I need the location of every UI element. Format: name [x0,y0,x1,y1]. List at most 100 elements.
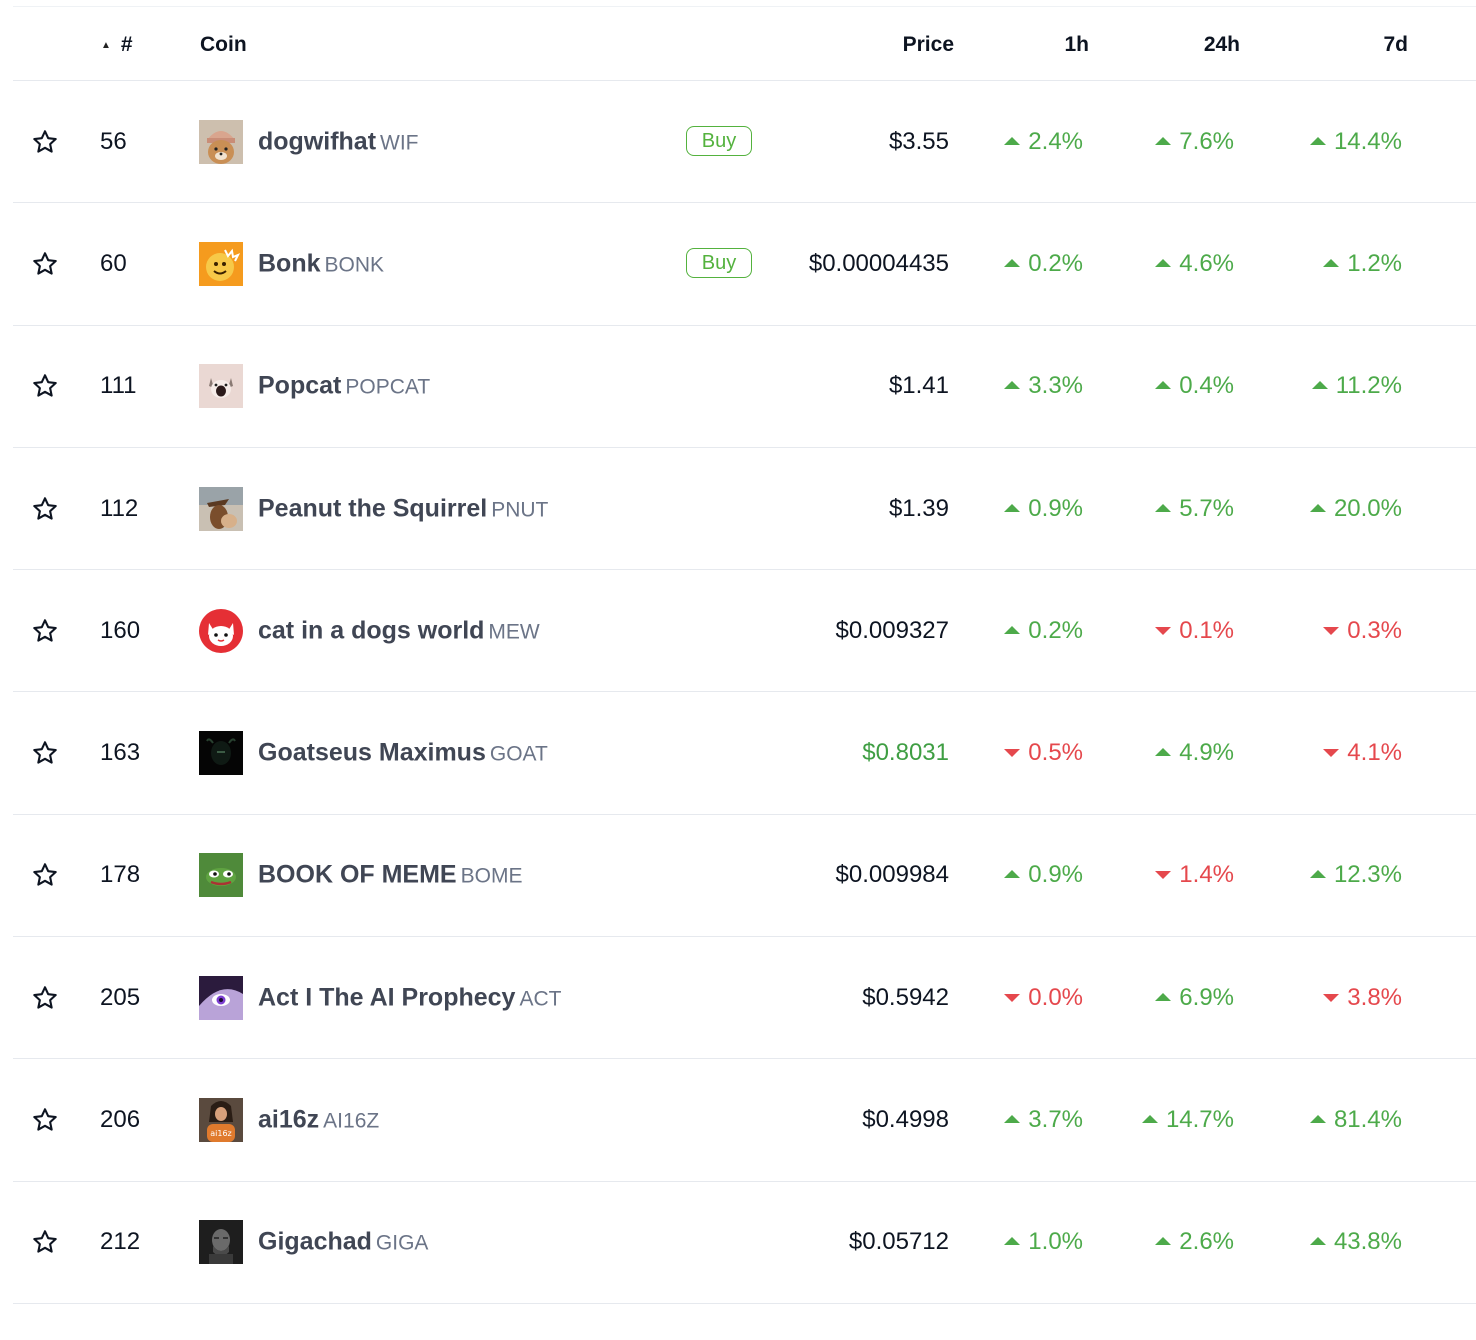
table-row[interactable]: 56 dogwifhat WIF Buy $3.55 2.4% 7.6% 14.4… [13,81,1476,204]
header-price[interactable]: Price [902,33,954,56]
star-icon[interactable] [31,372,59,400]
coin-link[interactable]: BOOK OF MEME BOME [258,861,522,890]
caret-down-icon [1004,749,1021,758]
rank-number: 112 [100,494,139,522]
change-24h: 6.9% [1155,984,1234,1012]
caret-up-icon [1004,258,1021,267]
change-7d-value: 43.8% [1333,1228,1402,1256]
star-icon[interactable] [31,1228,59,1256]
change-24h: 4.9% [1155,739,1234,767]
change-1h: 3.3% [1004,372,1083,400]
svg-text:ai16z: ai16z [210,1129,232,1138]
change-1h: 3.7% [1004,1106,1083,1134]
coin-price: $3.55 [888,127,949,155]
change-24h: 1.4% [1155,861,1234,889]
star-icon[interactable] [31,861,59,889]
change-7d-value: 4.1% [1347,739,1402,767]
change-7d: 1.2% [1323,250,1402,278]
table-row[interactable]: 163 Goatseus Maximus GOAT $0.8031 0.5% 4.… [13,692,1476,815]
coin-link[interactable]: dogwifhat WIF [258,127,419,156]
buy-button[interactable]: Buy [686,125,752,156]
table-row[interactable]: 205 Act I The AI Prophecy ACT $0.5942 0.0… [13,937,1476,1060]
change-24h: 7.6% [1155,128,1234,156]
bome-logo [199,853,243,898]
star-icon[interactable] [31,1106,59,1134]
header-coin[interactable]: Coin [200,33,247,56]
coin-symbol: ACT [519,987,562,1011]
coin-symbol: PNUT [491,498,549,522]
coin-link[interactable]: ai16z AI16Z [258,1106,379,1135]
coin-link[interactable]: Goatseus Maximus GOAT [258,739,548,768]
change-7d-value: 14.4% [1333,127,1402,155]
rank-number: 205 [100,983,141,1011]
table-row[interactable]: 160 cat in a dogs world MEW $0.009327 0.2… [13,570,1476,693]
change-24h-value: 14.7% [1165,1106,1234,1134]
header-24h[interactable]: 24h [1203,33,1240,56]
coin-price: $0.009984 [835,861,949,889]
coin-name: Peanut the Squirrel [258,494,488,523]
change-7d-value: 11.2% [1335,372,1402,400]
caret-up-icon [1155,258,1172,267]
coin-link[interactable]: Peanut the Squirrel PNUT [258,494,548,523]
caret-up-icon [1004,136,1021,145]
header-rank[interactable]: ▲ # [101,33,161,57]
coin-price: $0.4998 [862,1106,949,1134]
coin-link[interactable]: Bonk BONK [258,249,384,278]
header-rank-label: # [120,33,133,56]
change-24h-value: 1.4% [1179,861,1234,889]
table-row[interactable]: 178 BOOK OF MEME BOME $0.009984 0.9% 1.4%… [13,815,1476,938]
star-icon[interactable] [31,617,59,645]
change-7d: 14.4% [1309,127,1402,156]
table-row[interactable]: 111 Popcat POPCAT $1.41 3.3% 0.4% 11.2% [13,326,1476,448]
coin-name: Act I The AI Prophecy [258,983,516,1012]
coin-symbol: AI16Z [323,1109,380,1133]
change-7d-value: 12.3% [1333,861,1402,889]
change-1h-value: 0.9% [1028,861,1083,889]
caret-down-icon [1323,626,1340,635]
caret-up-icon [1004,625,1021,634]
ai16z-logo: ai16z [199,1098,243,1143]
table-row[interactable]: 206 ai16z ai16z AI16Z $0.4998 3.7% 14.7% … [13,1059,1476,1182]
coin-symbol: GIGA [375,1231,429,1255]
star-icon[interactable] [31,495,59,523]
change-1h: 0.0% [1004,984,1083,1012]
change-1h: 0.5% [1004,739,1083,767]
table-row[interactable]: 212 Gigachad GIGA $0.05712 1.0% 2.6% 43.8… [13,1182,1476,1304]
caret-up-icon [1004,1115,1021,1124]
coin-link[interactable]: Gigachad GIGA [258,1228,428,1257]
change-7d: 4.1% [1323,739,1402,767]
star-icon[interactable] [31,250,59,278]
coin-name: Goatseus Maximus [258,738,486,767]
change-7d: 11.2% [1311,372,1402,400]
caret-up-icon [1309,503,1326,512]
change-24h-value: 6.9% [1179,983,1234,1011]
star-icon[interactable] [31,984,59,1012]
change-7d: 81.4% [1309,1106,1402,1134]
change-24h: 4.6% [1155,250,1234,278]
change-24h: 2.6% [1155,1228,1234,1256]
table-row[interactable]: 60 Bonk BONK Buy $0.00004435 0.2% 4.6% 1.… [13,203,1476,326]
coin-link[interactable]: Act I The AI Prophecy ACT [258,983,561,1012]
coin-link[interactable]: Popcat POPCAT [258,372,430,401]
coin-name: ai16z [258,1105,320,1134]
caret-up-icon [1309,870,1326,879]
header-7d[interactable]: 7d [1383,33,1408,56]
star-icon[interactable] [31,128,59,156]
coin-price: $0.009327 [835,616,949,644]
rank-number: 56 [100,127,127,155]
change-7d-value: 81.4% [1333,1106,1402,1134]
coin-price: $0.5942 [862,983,949,1011]
header-1h[interactable]: 1h [1064,33,1089,56]
caret-down-icon [1323,993,1340,1002]
coin-symbol: POPCAT [345,375,431,399]
table-row[interactable]: 112 Peanut the Squirrel PNUT $1.39 0.9% 5… [13,448,1476,571]
star-icon[interactable] [31,739,59,767]
popcat-logo [199,364,243,409]
coin-name: dogwifhat [258,127,377,156]
coin-price: $0.00004435 [808,249,949,277]
change-1h-value: 0.2% [1028,249,1083,277]
change-1h: 0.2% [1004,250,1083,278]
coin-link[interactable]: cat in a dogs world MEW [258,616,540,645]
change-1h: 0.9% [1004,861,1083,889]
buy-button[interactable]: Buy [686,247,752,278]
